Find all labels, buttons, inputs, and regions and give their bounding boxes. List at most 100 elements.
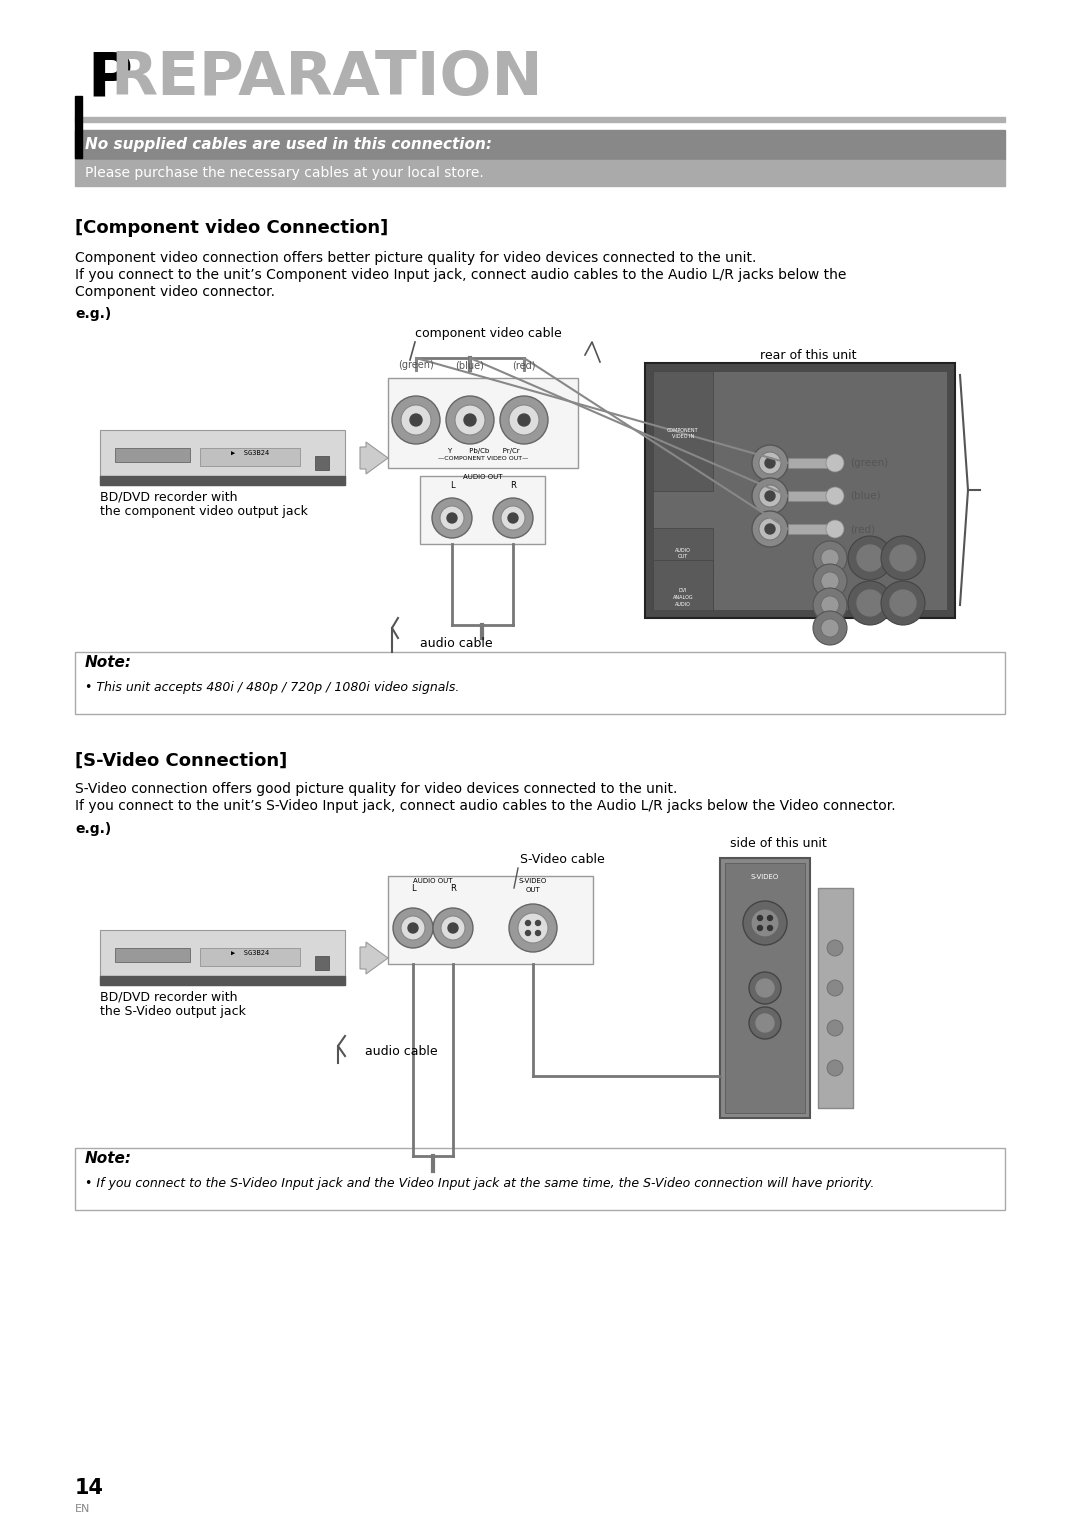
Bar (653, 371, 713, 492)
Bar (200, 447, 300, 466)
Text: DIGITAL: DIGITAL (673, 631, 692, 635)
Circle shape (408, 922, 418, 933)
Text: Y        Pb/Cb      Pr/Cr: Y Pb/Cb Pr/Cr (447, 447, 519, 454)
Text: e.g.): e.g.) (75, 822, 111, 835)
Bar (653, 528, 713, 573)
Text: AUDIO: AUDIO (675, 602, 691, 608)
Circle shape (821, 618, 839, 637)
Circle shape (455, 405, 485, 435)
Circle shape (759, 486, 781, 507)
Text: If you connect to the unit’s Component video Input jack, connect audio cables to: If you connect to the unit’s Component v… (75, 269, 847, 282)
Circle shape (821, 550, 839, 567)
Circle shape (813, 563, 847, 599)
Circle shape (464, 414, 476, 426)
Text: Please purchase the necessary cables at your local store.: Please purchase the necessary cables at … (85, 166, 484, 180)
Circle shape (765, 458, 775, 467)
Bar (114, 447, 190, 463)
Circle shape (433, 909, 473, 948)
Circle shape (500, 395, 548, 444)
Text: BD/DVD recorder with: BD/DVD recorder with (100, 492, 238, 504)
Bar (788, 492, 833, 501)
Text: REPARATION: REPARATION (110, 49, 542, 108)
Bar (788, 458, 833, 467)
Text: No supplied cables are used in this connection:: No supplied cables are used in this conn… (85, 137, 492, 153)
Text: Component video connection offers better picture quality for video devices conne: Component video connection offers better… (75, 250, 756, 266)
Bar (100, 431, 345, 486)
Text: the S-Video output jack: the S-Video output jack (100, 1005, 246, 1019)
Circle shape (813, 588, 847, 621)
Bar (420, 476, 545, 544)
Circle shape (821, 573, 839, 589)
Circle shape (858, 589, 883, 615)
Circle shape (813, 611, 847, 644)
Circle shape (410, 414, 422, 426)
Circle shape (827, 1060, 843, 1077)
Circle shape (518, 913, 548, 944)
Bar (75, 118, 1005, 122)
Circle shape (752, 512, 788, 547)
Text: (red): (red) (850, 524, 875, 534)
Circle shape (881, 536, 924, 580)
Bar (114, 948, 190, 962)
Circle shape (848, 580, 892, 625)
Circle shape (536, 921, 540, 925)
Circle shape (743, 901, 787, 945)
Circle shape (536, 930, 540, 936)
Circle shape (526, 921, 530, 925)
Bar (315, 956, 329, 970)
Bar (388, 379, 578, 467)
Text: DVI: DVI (678, 588, 687, 592)
Bar (200, 948, 300, 967)
Circle shape (440, 505, 464, 530)
Bar (75, 652, 1005, 715)
Text: audio cable: audio cable (365, 1044, 437, 1058)
Bar (100, 930, 345, 985)
Bar (388, 876, 593, 964)
Text: the component video output jack: the component video output jack (100, 505, 308, 518)
Circle shape (752, 444, 788, 481)
Bar (645, 363, 955, 618)
Bar (653, 560, 713, 609)
Text: If you connect to the unit’s S-Video Input jack, connect audio cables to the Aud: If you connect to the unit’s S-Video Inp… (75, 799, 895, 812)
Bar (100, 976, 345, 985)
Bar (75, 160, 1005, 186)
Text: S-VIDEO: S-VIDEO (518, 878, 548, 884)
Circle shape (393, 909, 433, 948)
Text: Note:: Note: (85, 1151, 132, 1167)
Circle shape (827, 980, 843, 996)
Circle shape (756, 1014, 774, 1032)
Text: • This unit accepts 480i / 480p / 720p / 1080i video signals.: • This unit accepts 480i / 480p / 720p /… (85, 681, 459, 693)
Circle shape (750, 1006, 781, 1038)
Circle shape (752, 478, 788, 515)
Circle shape (848, 536, 892, 580)
Text: [Component video Connection]: [Component video Connection] (75, 218, 388, 237)
Bar (818, 889, 853, 1109)
Text: —COMPONENT VIDEO OUT—: —COMPONENT VIDEO OUT— (437, 457, 528, 461)
Text: • If you connect to the S-Video Input jack and the Video Input jack at the same : • If you connect to the S-Video Input ja… (85, 1177, 875, 1190)
Circle shape (826, 454, 843, 472)
Circle shape (757, 916, 762, 921)
FancyArrow shape (360, 942, 388, 974)
Text: Component video connector.: Component video connector. (75, 286, 275, 299)
Text: e.g.): e.g.) (75, 307, 111, 321)
Circle shape (526, 930, 530, 936)
Circle shape (508, 513, 518, 524)
Circle shape (827, 1020, 843, 1035)
Text: Note:: Note: (85, 655, 132, 670)
Circle shape (392, 395, 440, 444)
Text: VIDEO IN: VIDEO IN (672, 434, 694, 438)
Text: L: L (449, 481, 455, 490)
Circle shape (432, 498, 472, 538)
Circle shape (826, 521, 843, 538)
Bar (75, 1148, 1005, 1209)
Bar (653, 567, 713, 611)
Circle shape (858, 545, 883, 571)
Text: AUDIO: AUDIO (675, 548, 691, 553)
Circle shape (501, 505, 525, 530)
Text: OUT: OUT (678, 554, 688, 559)
Bar (788, 524, 833, 534)
Bar (100, 476, 345, 486)
Bar (75, 96, 82, 157)
Circle shape (827, 941, 843, 956)
Text: (blue): (blue) (850, 492, 880, 501)
